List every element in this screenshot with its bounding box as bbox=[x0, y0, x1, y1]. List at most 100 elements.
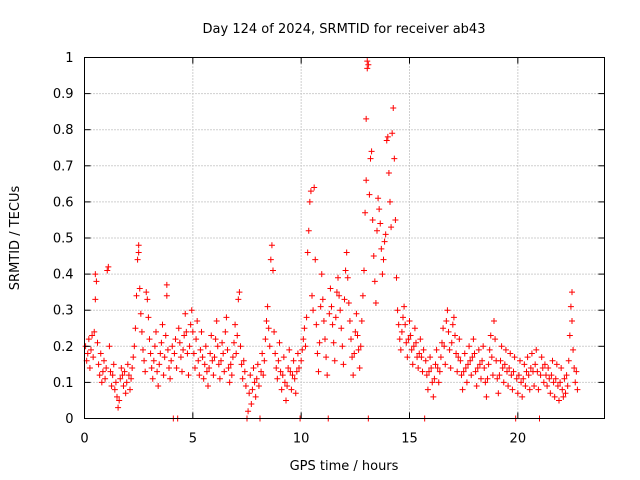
data-point bbox=[209, 357, 216, 364]
data-point bbox=[142, 368, 149, 375]
y-axis-title: SRMTID / TECUs bbox=[8, 186, 23, 291]
data-point bbox=[137, 310, 144, 317]
data-point bbox=[563, 372, 570, 379]
data-point bbox=[440, 325, 447, 332]
data-point bbox=[377, 220, 384, 227]
data-point bbox=[150, 357, 157, 364]
data-point bbox=[372, 299, 379, 306]
data-point bbox=[208, 332, 215, 339]
data-point bbox=[171, 350, 178, 357]
data-point bbox=[572, 379, 579, 386]
data-point bbox=[379, 271, 386, 278]
data-point bbox=[522, 383, 529, 390]
data-point bbox=[337, 307, 344, 314]
data-point bbox=[149, 375, 156, 382]
data-point bbox=[106, 343, 113, 350]
data-point bbox=[433, 346, 440, 353]
data-point bbox=[177, 354, 184, 361]
data-point bbox=[292, 390, 299, 397]
data-point bbox=[254, 361, 261, 368]
data-point bbox=[420, 346, 427, 353]
data-point bbox=[301, 325, 308, 332]
data-point bbox=[233, 350, 240, 357]
data-point bbox=[316, 339, 323, 346]
data-point bbox=[88, 346, 94, 353]
data-point bbox=[358, 318, 365, 325]
data-point bbox=[443, 318, 450, 325]
data-point bbox=[392, 216, 399, 223]
data-point bbox=[401, 303, 408, 310]
data-point bbox=[154, 368, 161, 375]
data-point bbox=[85, 336, 92, 343]
data-point bbox=[232, 321, 239, 328]
data-point bbox=[108, 383, 115, 390]
data-point bbox=[364, 65, 371, 72]
data-point bbox=[168, 357, 175, 364]
data-point bbox=[218, 357, 224, 364]
data-point bbox=[93, 278, 100, 285]
data-point bbox=[231, 339, 237, 346]
data-point bbox=[426, 368, 432, 375]
y-tick-label: 0.4 bbox=[53, 268, 74, 283]
data-point bbox=[458, 372, 465, 379]
y-tick-label: 0 bbox=[65, 412, 73, 427]
data-point bbox=[423, 372, 430, 379]
x-tick-label: 5 bbox=[189, 432, 197, 447]
data-point bbox=[214, 343, 221, 350]
data-point bbox=[309, 292, 315, 299]
data-point bbox=[201, 361, 208, 368]
data-point bbox=[413, 339, 419, 346]
data-point bbox=[338, 325, 345, 332]
data-point bbox=[210, 372, 217, 379]
data-point bbox=[185, 372, 192, 379]
data-point bbox=[155, 383, 162, 390]
data-point bbox=[153, 328, 159, 335]
data-point bbox=[211, 354, 218, 361]
data-point bbox=[476, 361, 483, 368]
data-point bbox=[532, 361, 539, 368]
data-point bbox=[288, 386, 295, 393]
data-point bbox=[351, 350, 358, 357]
data-point bbox=[429, 379, 436, 386]
data-point bbox=[404, 354, 411, 361]
data-point bbox=[473, 383, 480, 390]
data-point bbox=[390, 105, 397, 112]
data-point bbox=[293, 368, 300, 375]
data-point bbox=[518, 379, 525, 386]
data-point bbox=[506, 364, 513, 371]
data-point bbox=[449, 321, 456, 328]
data-point bbox=[470, 336, 477, 343]
data-point bbox=[380, 256, 387, 263]
data-point bbox=[227, 361, 234, 368]
data-point bbox=[135, 242, 142, 249]
data-point bbox=[206, 364, 213, 371]
data-point bbox=[122, 390, 129, 397]
data-point bbox=[509, 386, 516, 393]
data-point bbox=[394, 307, 401, 314]
data-point bbox=[116, 397, 123, 404]
data-point bbox=[545, 364, 552, 371]
data-point bbox=[147, 350, 154, 357]
data-point bbox=[463, 379, 470, 386]
data-point bbox=[531, 383, 538, 390]
data-point bbox=[410, 343, 417, 350]
data-point bbox=[99, 368, 106, 375]
data-point bbox=[566, 332, 573, 339]
data-point bbox=[475, 346, 482, 353]
data-point bbox=[303, 314, 310, 321]
y-tick-label: 0.3 bbox=[53, 304, 74, 319]
y-tick-label: 0.8 bbox=[53, 123, 74, 138]
data-point bbox=[103, 364, 110, 371]
data-point bbox=[267, 256, 274, 263]
data-point bbox=[340, 361, 347, 368]
data-point bbox=[354, 332, 361, 339]
data-point bbox=[300, 336, 307, 343]
data-point bbox=[539, 364, 546, 371]
data-point bbox=[502, 346, 509, 353]
data-point bbox=[111, 386, 118, 393]
data-point bbox=[445, 328, 452, 335]
data-point bbox=[459, 386, 466, 393]
data-point bbox=[175, 325, 182, 332]
data-point bbox=[446, 346, 453, 353]
data-point bbox=[519, 393, 526, 400]
